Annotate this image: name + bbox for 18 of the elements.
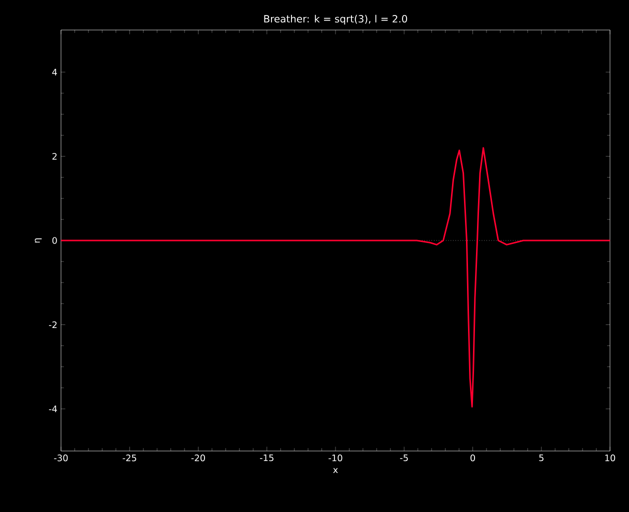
chart-title: Breather: k = sqrt(3), l = 2.0 xyxy=(264,14,408,24)
y-tick-label: 4 xyxy=(52,68,57,76)
x-tick-label: -30 xyxy=(54,454,68,462)
y-axis-title: η xyxy=(34,238,42,243)
x-tick-label: -15 xyxy=(260,454,274,462)
y-tick-label: 2 xyxy=(52,152,57,160)
y-tick-label: -2 xyxy=(48,321,57,328)
y-tick-label: 0 xyxy=(52,237,57,244)
y-tick-label: -4 xyxy=(48,406,57,412)
x-tick-label: -5 xyxy=(400,454,408,462)
x-axis-title: x xyxy=(333,468,338,474)
x-tick-label: 10 xyxy=(605,454,616,462)
line-series xyxy=(61,147,610,408)
x-tick-label: -10 xyxy=(328,454,342,462)
x-tick-label: 0 xyxy=(470,454,476,462)
x-tick-label: -25 xyxy=(122,454,136,462)
x-tick-label: 5 xyxy=(539,454,544,462)
x-tick-label: -20 xyxy=(191,454,205,462)
